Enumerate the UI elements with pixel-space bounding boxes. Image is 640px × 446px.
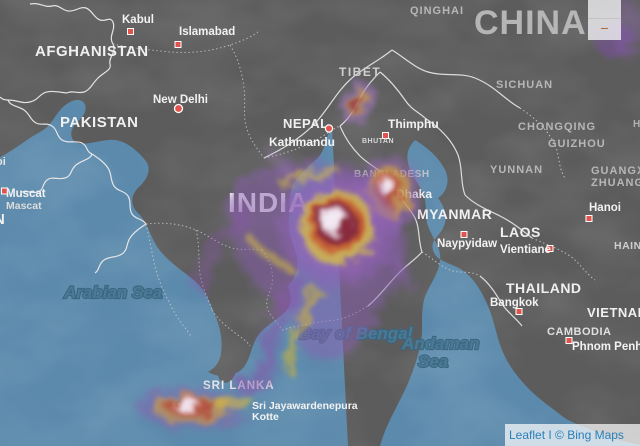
svg-text:Thimphu: Thimphu	[388, 117, 439, 131]
svg-text:CHONGQING: CHONGQING	[518, 121, 596, 133]
svg-text:GUANGXI: GUANGXI	[591, 165, 640, 177]
svg-text:New Delhi: New Delhi	[153, 94, 208, 106]
svg-text:N: N	[0, 211, 5, 228]
svg-text:Vientiane: Vientiane	[500, 244, 551, 256]
svg-text:Hanoi: Hanoi	[589, 202, 621, 214]
svg-text:PAKISTAN: PAKISTAN	[60, 114, 138, 131]
svg-text:Islamabad: Islamabad	[179, 26, 235, 38]
svg-text:CHINA: CHINA	[474, 4, 587, 42]
svg-text:H: H	[633, 119, 640, 130]
svg-text:CAMBODIA: CAMBODIA	[547, 326, 612, 338]
svg-text:oi: oi	[0, 156, 6, 168]
svg-text:Sea: Sea	[418, 352, 448, 371]
svg-text:Naypyidaw: Naypyidaw	[437, 238, 497, 250]
svg-text:BHUTAN: BHUTAN	[362, 138, 394, 145]
svg-text:ZHUANG: ZHUANG	[591, 177, 640, 189]
svg-text:MYANMAR: MYANMAR	[417, 206, 492, 222]
svg-text:HAINA: HAINA	[614, 240, 640, 252]
svg-text:AFGHANISTAN: AFGHANISTAN	[35, 43, 149, 60]
svg-text:VIETNAM: VIETNAM	[587, 305, 640, 320]
svg-text:Kathmandu: Kathmandu	[269, 135, 335, 149]
svg-text:Muscat: Muscat	[6, 188, 46, 200]
svg-text:GUIZHOU: GUIZHOU	[548, 138, 606, 150]
svg-text:Kabul: Kabul	[122, 14, 154, 26]
svg-text:TIBET: TIBET	[339, 65, 381, 79]
svg-text:Phnom Penh: Phnom Penh	[572, 341, 640, 353]
svg-text:SICHUAN: SICHUAN	[496, 79, 553, 91]
svg-text:Bangkok: Bangkok	[490, 297, 539, 309]
svg-text:YUNNAN: YUNNAN	[490, 164, 543, 176]
svg-text:QINGHAI: QINGHAI	[410, 5, 464, 17]
svg-text:THAILAND: THAILAND	[506, 280, 582, 296]
svg-text:Arabian Sea: Arabian Sea	[63, 283, 162, 302]
svg-text:Andaman: Andaman	[401, 334, 479, 353]
svg-text:NEPAL: NEPAL	[283, 116, 329, 131]
svg-text:Kotte: Kotte	[252, 411, 279, 423]
svg-text:Mascat: Mascat	[6, 200, 42, 212]
svg-text:LAOS: LAOS	[500, 224, 541, 240]
